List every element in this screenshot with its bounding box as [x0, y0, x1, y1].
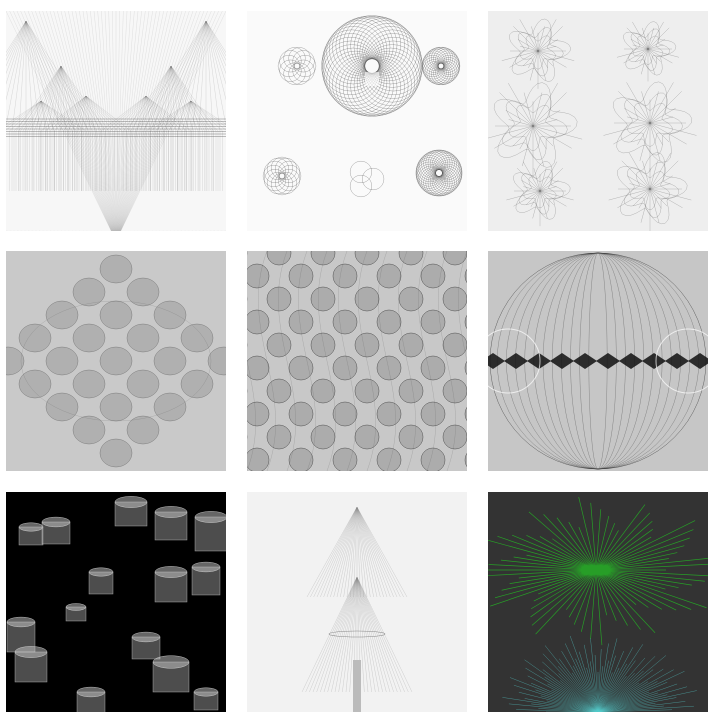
spirograph-rosettes-artwork[interactable] [247, 11, 467, 231]
tree-artwork[interactable] [247, 492, 467, 712]
green-burst-artwork[interactable] [488, 492, 708, 712]
ellipsoid-diamond-artwork[interactable] [6, 251, 226, 471]
globe-lens-artwork[interactable] [488, 251, 708, 471]
sphere-lattice-artwork[interactable] [247, 251, 467, 471]
cylinders-artwork[interactable] [6, 492, 226, 712]
mountain-cones-artwork[interactable] [6, 11, 226, 231]
flower-knots-artwork[interactable] [488, 11, 708, 231]
